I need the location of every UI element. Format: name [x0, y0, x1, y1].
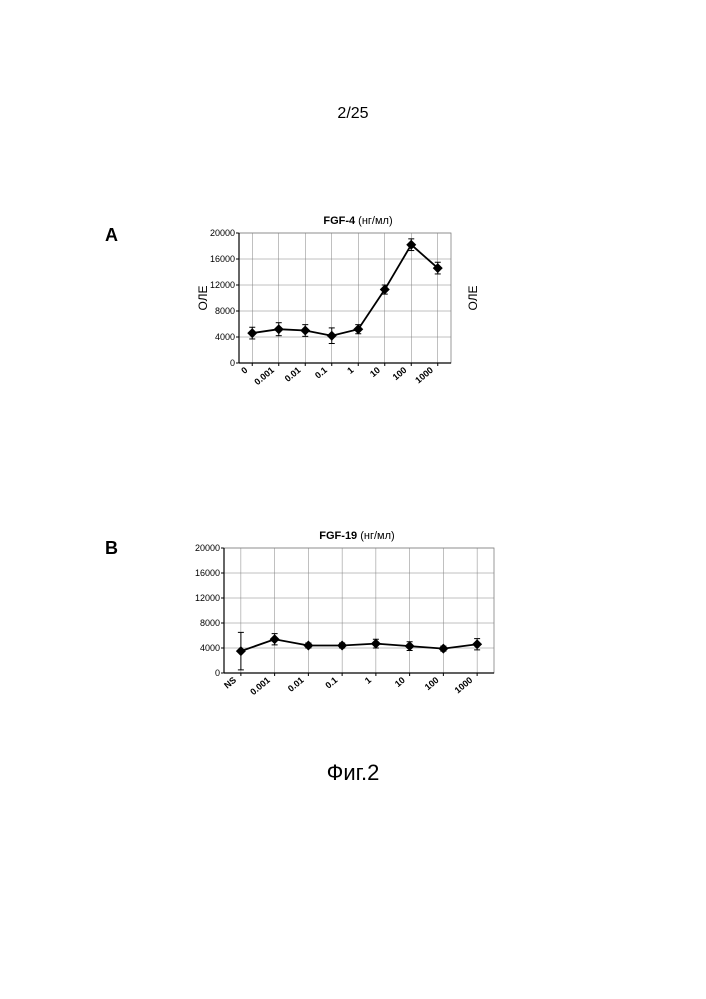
svg-text:ОЛЕ: ОЛЕ [466, 285, 480, 310]
svg-text:0: 0 [215, 668, 220, 678]
svg-text:0: 0 [239, 365, 249, 376]
svg-text:ОЛЕ: ОЛЕ [196, 285, 210, 310]
svg-text:0: 0 [230, 358, 235, 368]
chart-a: FGF-4 (нг/мл) 04000800012000160002000000… [195, 215, 491, 414]
svg-text:0.01: 0.01 [283, 365, 303, 384]
svg-text:0.1: 0.1 [323, 675, 339, 691]
page-number: 2/25 [0, 105, 706, 123]
svg-text:4000: 4000 [215, 332, 235, 342]
svg-text:20000: 20000 [210, 228, 235, 238]
svg-text:0.1: 0.1 [313, 365, 329, 381]
figure-caption: Фиг.2 [0, 760, 706, 786]
svg-text:1: 1 [363, 675, 373, 686]
svg-text:100: 100 [423, 675, 441, 692]
chart-a-plot: 04000800012000160002000000.0010.010.1110… [195, 227, 491, 414]
svg-text:16000: 16000 [210, 254, 235, 264]
svg-text:1: 1 [345, 365, 355, 376]
panel-a-label: A [105, 225, 118, 246]
svg-text:12000: 12000 [210, 280, 235, 290]
panel-b-label: B [105, 538, 118, 559]
svg-text:8000: 8000 [215, 306, 235, 316]
svg-text:10: 10 [368, 365, 382, 379]
svg-text:10: 10 [393, 675, 407, 689]
svg-text:0.001: 0.001 [248, 675, 272, 697]
svg-text:8000: 8000 [200, 618, 220, 628]
chart-b-title-rest: (нг/мл) [357, 530, 395, 542]
svg-text:12000: 12000 [195, 593, 220, 603]
svg-text:0.01: 0.01 [286, 675, 306, 694]
chart-a-title-rest: (нг/мл) [355, 215, 393, 227]
svg-text:100: 100 [391, 365, 409, 382]
svg-text:NS: NS [222, 675, 238, 691]
chart-b: FGF-19 (нг/мл) 0 4000 8000 12000 16000 20000 N… [180, 530, 504, 724]
chart-a-title-bold: FGF-4 [323, 215, 355, 227]
svg-text:0.001: 0.001 [252, 365, 276, 387]
svg-text:4000: 4000 [200, 643, 220, 653]
svg-text:16000: 16000 [195, 568, 220, 578]
chart-b-plot: 0 4000 8000 12000 16000 20000 NS 0.001 0.01 0.1 1 1… [180, 542, 504, 724]
chart-a-title: FGF-4 (нг/мл) [225, 215, 491, 227]
svg-text:1000: 1000 [453, 675, 475, 696]
chart-b-title: FGF-19 (нг/мл) [210, 530, 504, 542]
svg-text:1000: 1000 [413, 365, 435, 386]
chart-b-title-bold: FGF-19 [319, 530, 357, 542]
svg-text:20000: 20000 [195, 543, 220, 553]
